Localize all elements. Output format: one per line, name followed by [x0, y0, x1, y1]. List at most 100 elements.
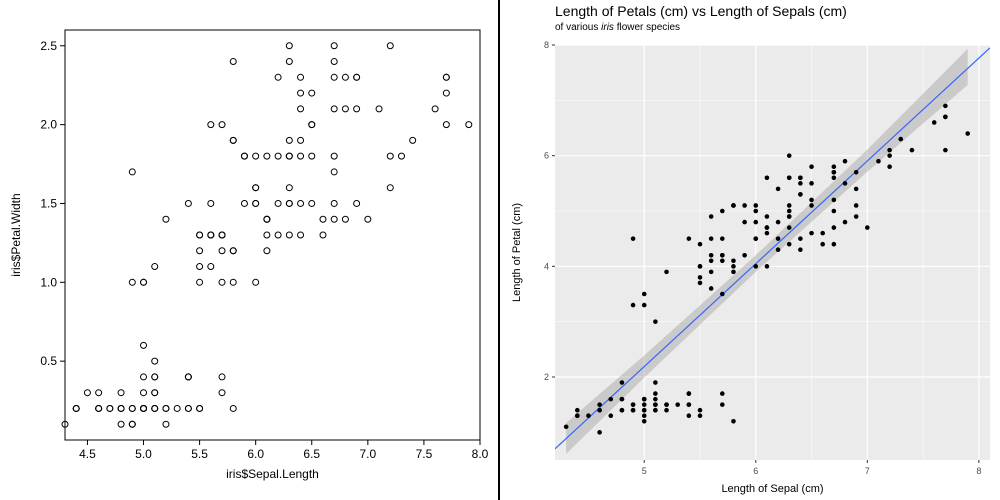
scatter-point [197, 264, 203, 270]
scatter-point [96, 390, 102, 396]
scatter-point [832, 225, 837, 230]
y-tick-label: 2.0 [40, 118, 57, 132]
y-tick-label: 2.5 [40, 39, 57, 53]
scatter-point [776, 220, 781, 225]
scatter-point [832, 209, 837, 214]
scatter-point [152, 390, 158, 396]
scatter-point [887, 164, 892, 169]
scatter-point [843, 159, 848, 164]
scatter-point [309, 153, 315, 159]
scatter-point [832, 242, 837, 247]
scatter-point [709, 236, 714, 241]
right-chart-svg: 56782468Length of Sepal (cm)Length of Pe… [500, 0, 1000, 500]
scatter-point [720, 236, 725, 241]
scatter-point [298, 200, 304, 206]
scatter-point [152, 374, 158, 380]
scatter-point [208, 264, 214, 270]
y-axis-label: Length of Petal (cm) [511, 203, 523, 302]
scatter-point [608, 397, 613, 402]
scatter-point [854, 170, 859, 175]
scatter-point [129, 421, 135, 427]
scatter-point [331, 216, 337, 222]
scatter-point [698, 275, 703, 280]
scatter-point [253, 153, 259, 159]
scatter-point [298, 137, 304, 143]
scatter-point [387, 153, 393, 159]
scatter-point [664, 402, 669, 407]
scatter-point [253, 279, 259, 285]
scatter-point [342, 216, 348, 222]
scatter-point [720, 209, 725, 214]
left-chart: 4.55.05.56.06.57.07.58.00.51.01.52.02.5i… [0, 0, 500, 500]
scatter-point [809, 164, 814, 169]
scatter-point [753, 203, 758, 208]
scatter-point [943, 104, 948, 109]
scatter-point [798, 192, 803, 197]
x-tick-label: 7.5 [416, 447, 433, 461]
scatter-point [820, 231, 825, 236]
scatter-point [720, 402, 725, 407]
x-tick-label: 7 [865, 466, 870, 476]
scatter-point [342, 106, 348, 112]
scatter-point [163, 421, 169, 427]
scatter-point [753, 264, 758, 269]
scatter-point [264, 248, 270, 254]
scatter-point [129, 405, 135, 411]
scatter-point [586, 413, 591, 418]
scatter-point [432, 106, 438, 112]
scatter-point [787, 225, 792, 230]
chart-pair: 4.55.05.56.06.57.07.58.00.51.01.52.02.5i… [0, 0, 1000, 500]
scatter-point [653, 319, 658, 324]
y-tick-label: 1.5 [40, 196, 57, 210]
scatter-point [298, 153, 304, 159]
x-tick-label: 5.5 [191, 447, 208, 461]
y-tick-label: 8 [544, 40, 549, 50]
y-tick-label: 2 [544, 372, 549, 382]
scatter-point [354, 74, 360, 80]
scatter-point [387, 43, 393, 49]
scatter-point [832, 176, 837, 181]
scatter-point [331, 106, 337, 112]
scatter-point [809, 203, 814, 208]
scatter-point [854, 203, 859, 208]
scatter-point [765, 176, 770, 181]
x-tick-label: 8 [976, 466, 981, 476]
scatter-point [664, 270, 669, 275]
scatter-point [620, 408, 625, 413]
scatter-point [197, 232, 203, 238]
scatter-point [219, 248, 225, 254]
scatter-point [141, 405, 147, 411]
scatter-point [720, 259, 725, 264]
scatter-point [809, 198, 814, 203]
scatter-point [709, 286, 714, 291]
scatter-point [631, 408, 636, 413]
scatter-point [174, 405, 180, 411]
scatter-point [753, 209, 758, 214]
scatter-point [141, 374, 147, 380]
scatter-point [309, 90, 315, 96]
scatter-point [597, 430, 602, 435]
scatter-point [298, 232, 304, 238]
scatter-point [84, 390, 90, 396]
scatter-point [376, 106, 382, 112]
scatter-point [208, 122, 214, 128]
scatter-point [309, 200, 315, 206]
scatter-point [331, 74, 337, 80]
scatter-point [118, 421, 124, 427]
scatter-point [354, 106, 360, 112]
y-axis-label: iris$Petal.Width [9, 193, 23, 276]
x-axis-label: iris$Sepal.Length [226, 467, 319, 481]
scatter-point [709, 259, 714, 264]
scatter-point [698, 413, 703, 418]
scatter-point [798, 247, 803, 252]
scatter-point [241, 153, 247, 159]
scatter-point [443, 74, 449, 80]
scatter-point [742, 203, 747, 208]
scatter-point [720, 253, 725, 258]
scatter-point [219, 232, 225, 238]
scatter-point [219, 122, 225, 128]
scatter-point [709, 253, 714, 258]
scatter-point [118, 405, 124, 411]
scatter-point [163, 216, 169, 222]
scatter-point [843, 220, 848, 225]
